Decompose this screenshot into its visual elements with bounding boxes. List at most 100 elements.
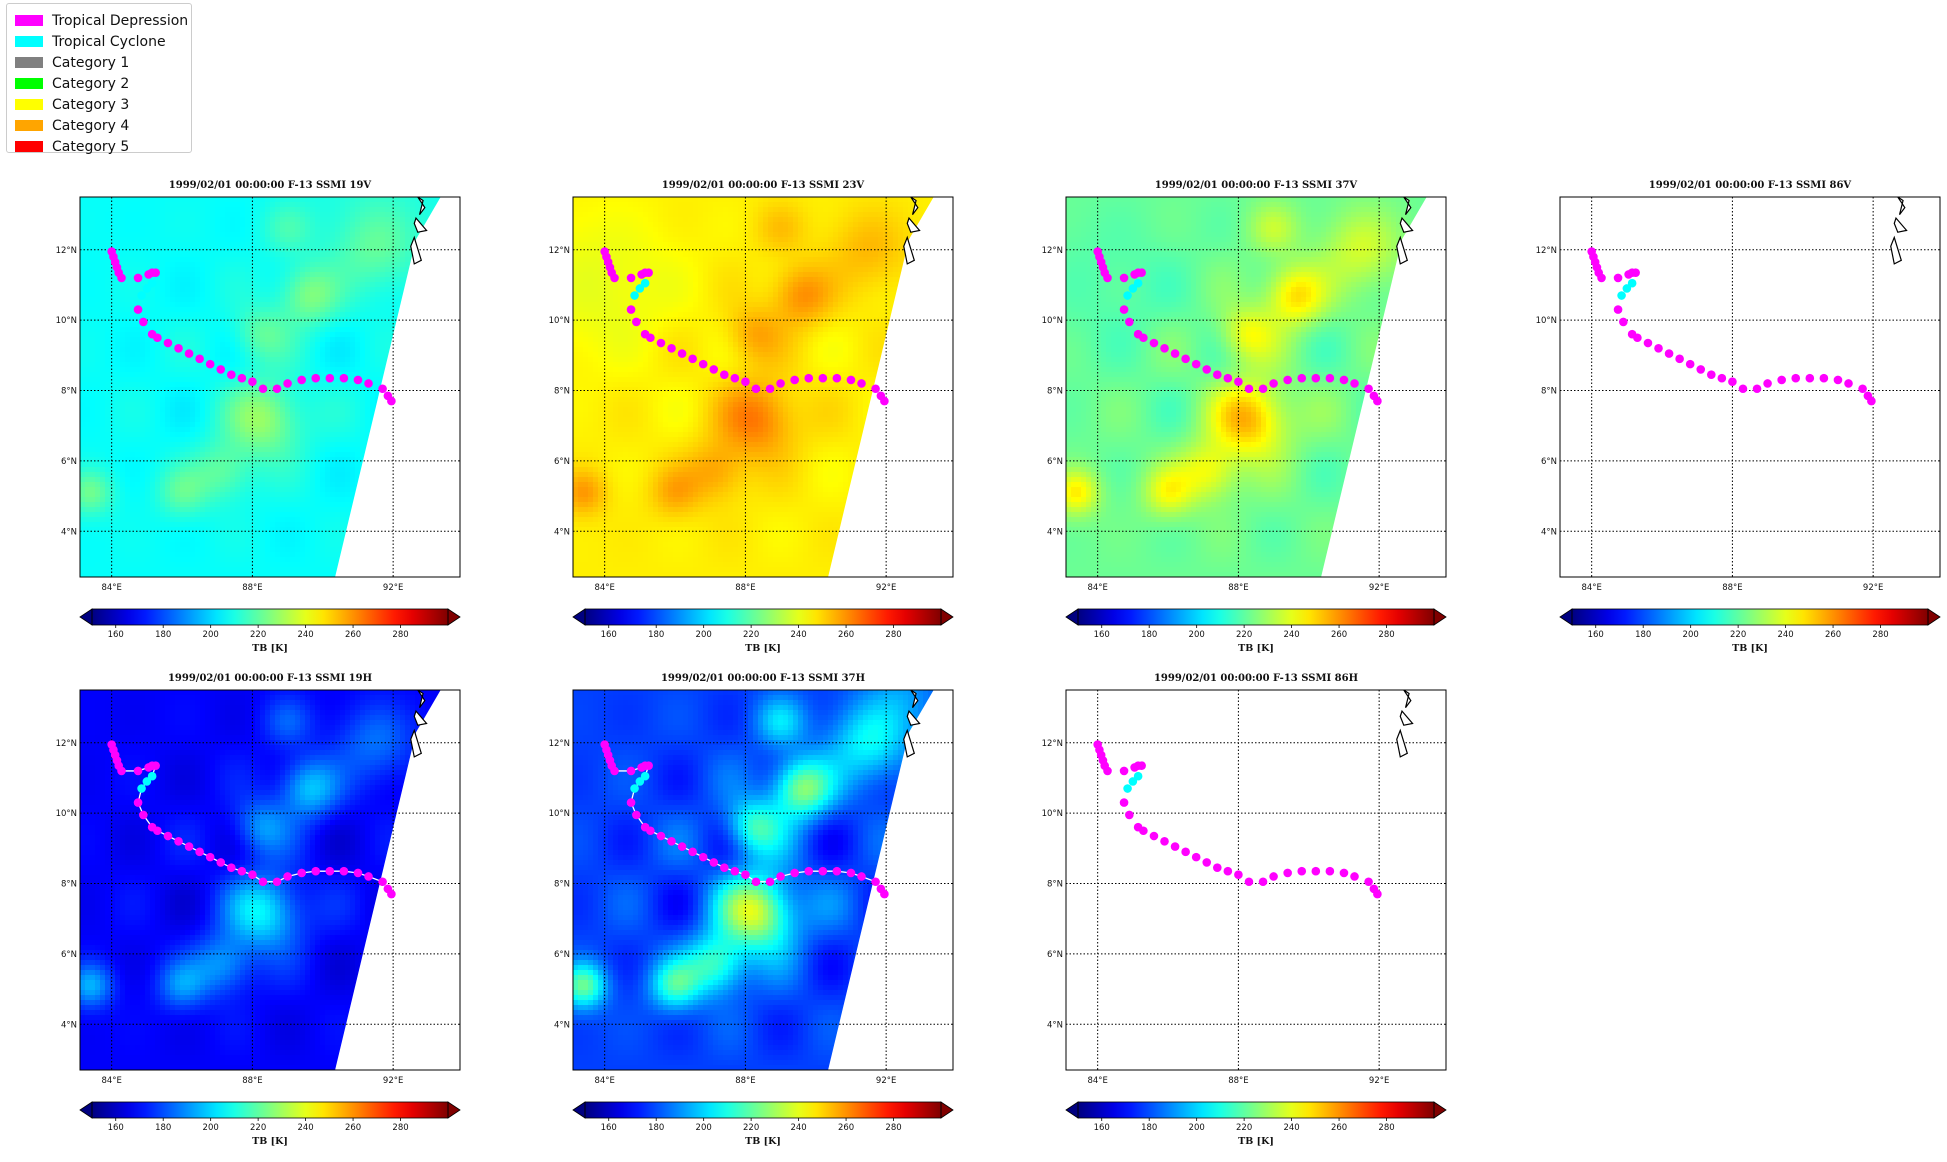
swath-gap	[1321, 197, 1446, 577]
lon-tick-label: 92°E	[1369, 1076, 1389, 1086]
track-point	[667, 343, 676, 353]
colorbar: 160 180 200 220 240 260 280 TB [K]	[572, 1101, 954, 1147]
track-point	[1325, 373, 1335, 383]
lon-tick-label: 88°E	[242, 1076, 262, 1086]
track-point	[644, 268, 653, 277]
track-point	[1696, 365, 1706, 374]
colorbar-tick-label: 160	[1094, 1123, 1110, 1133]
legend-swatch	[15, 36, 43, 47]
track-point	[353, 375, 363, 385]
track-point	[1269, 379, 1278, 388]
colorbar-tick-label: 280	[392, 630, 408, 640]
legend-item: Category 2	[15, 73, 183, 94]
track-point	[1137, 761, 1146, 770]
track-point	[216, 858, 226, 867]
track-point	[1170, 349, 1180, 358]
track-point	[1752, 384, 1762, 394]
lon-tick-label: 92°E	[876, 1076, 896, 1086]
swath-gap	[828, 690, 953, 1070]
track-point	[626, 305, 636, 314]
lat-tick-label: 8°N	[61, 387, 77, 397]
lat-tick-label: 12°N	[549, 246, 570, 256]
colorbar-extend-min	[572, 608, 586, 626]
track-point	[610, 766, 619, 776]
track-point	[184, 349, 194, 358]
track-point	[1202, 365, 1212, 374]
track-point	[163, 338, 173, 348]
island	[1893, 216, 1908, 233]
lat-tick-label: 6°N	[1047, 950, 1063, 960]
track-point	[139, 810, 148, 820]
track-point	[776, 872, 785, 881]
tb-field	[573, 690, 953, 1070]
map-frame	[572, 196, 954, 578]
legend-label: Tropical Depression	[52, 13, 188, 29]
colorbar-tick-label: 220	[1236, 1123, 1252, 1133]
track-point	[297, 868, 306, 878]
island	[1396, 728, 1409, 758]
lat-tick-label: 8°N	[1047, 387, 1063, 397]
colorbar-tick-label: 280	[885, 1123, 901, 1133]
colorbar-extend-min	[1065, 1101, 1079, 1119]
track-point	[1119, 798, 1129, 807]
track-point	[646, 333, 655, 343]
colorbar-tick-label: 240	[1283, 1123, 1299, 1133]
track-point	[1311, 866, 1321, 876]
colorbar-tick-label: 240	[790, 1123, 806, 1133]
lon-tick-label: 84°E	[1087, 1076, 1107, 1086]
track-point	[741, 870, 750, 880]
coastline	[1396, 197, 1414, 265]
lat-tick-label: 4°N	[61, 1020, 77, 1030]
colorbar-label: TB [K]	[1732, 643, 1768, 654]
map-panel: 1999/02/01 00:00:00 F-13 SSMI 37H 4°N 6°N 8…	[549, 673, 954, 1147]
track-point	[1170, 842, 1180, 851]
track-point	[283, 872, 292, 881]
track-point	[133, 273, 143, 283]
track-point	[871, 384, 880, 394]
colorbar-tick-label: 180	[155, 630, 171, 640]
track-point	[226, 370, 236, 379]
track-point	[1244, 384, 1254, 394]
lat-tick-label: 6°N	[61, 457, 77, 467]
colorbar-tick-label: 260	[345, 1123, 361, 1133]
track-point	[1350, 379, 1359, 388]
track-point	[1139, 826, 1148, 836]
colorbar-extend-min	[79, 608, 93, 626]
colorbar-tick-label: 180	[648, 630, 664, 640]
coastline	[903, 690, 921, 758]
track-point	[364, 379, 373, 388]
track-point	[142, 284, 152, 293]
colorbar-tick-label: 240	[1777, 630, 1793, 640]
track-point	[1181, 847, 1190, 857]
legend-label: Tropical Cyclone	[52, 34, 166, 50]
track-point	[880, 396, 889, 406]
island	[413, 216, 428, 233]
track-point	[1103, 766, 1112, 776]
track-point	[1202, 858, 1212, 867]
lat-tick-label: 8°N	[554, 387, 570, 397]
colorbar-tick-label: 180	[155, 1123, 171, 1133]
lat-tick-label: 12°N	[1042, 246, 1063, 256]
island	[1403, 197, 1412, 215]
track-point	[1258, 877, 1268, 887]
colorbar-tick-label: 220	[1730, 630, 1746, 640]
track-point	[1833, 375, 1843, 385]
track-point	[1212, 863, 1222, 872]
legend-item: Tropical Depression	[15, 10, 188, 31]
track-point	[1339, 375, 1349, 385]
track-point	[1133, 771, 1143, 781]
swath-gap	[828, 197, 953, 577]
panel-title: 1999/02/01 00:00:00 F-13 SSMI 23V	[662, 180, 865, 191]
island	[1399, 216, 1414, 233]
lon-tick-label: 92°E	[1863, 583, 1883, 593]
track-point	[698, 852, 708, 862]
colorbar-tick-label: 280	[1872, 630, 1888, 640]
lat-tick-label: 10°N	[549, 316, 570, 326]
lat-tick-label: 12°N	[1042, 739, 1063, 749]
track-point	[630, 784, 639, 793]
track-point	[1269, 872, 1278, 881]
coastline	[1890, 197, 1908, 265]
colorbar-extend-max	[1927, 608, 1941, 626]
colorbar-tick-label: 160	[108, 1123, 124, 1133]
colorbar-tick-label: 240	[1283, 630, 1299, 640]
